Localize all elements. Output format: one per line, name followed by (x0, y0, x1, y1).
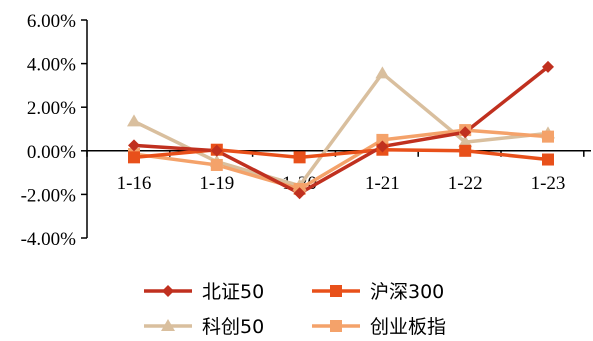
data-point-series-1 (293, 187, 306, 200)
legend-item: 创业板指 (312, 316, 446, 338)
y-tick-label: 2.00% (27, 98, 76, 119)
y-tick-label: 6.00% (27, 11, 76, 32)
legend-item: 科创50 (144, 316, 264, 338)
data-point-series-2 (459, 144, 472, 157)
legend-marker (330, 320, 342, 332)
data-point-series-3 (458, 135, 473, 148)
series-line-4 (133, 128, 549, 191)
x-tick-label: 1-23 (531, 173, 566, 194)
series-lines (133, 65, 550, 196)
x-tick-label: 1-22 (448, 173, 483, 194)
legend-label: 科创50 (202, 316, 264, 338)
y-tick-labels: 6.00% 4.00% 2.00% 0.00% -2.00% -4.00% (21, 11, 77, 250)
y-tick-label: -2.00% (21, 185, 77, 206)
data-point-series-1 (542, 60, 554, 73)
series-line-3 (133, 71, 549, 188)
series-line-1 (133, 65, 550, 196)
x-tick-labels: 1-161-191-201-211-221-23 (117, 173, 566, 194)
y-tick-marks (81, 19, 87, 239)
data-point-series-1 (128, 139, 140, 152)
legend-marker (162, 285, 174, 297)
data-point-series-1 (210, 144, 223, 157)
y-tick-label: 0.00% (27, 142, 76, 163)
data-point-series-1 (376, 140, 389, 153)
data-point-series-4 (376, 133, 389, 146)
y-tick-label: 4.00% (27, 55, 76, 76)
legend-item: 沪深300 (312, 281, 444, 303)
data-point-series-2 (293, 151, 306, 164)
series-markers (127, 60, 555, 200)
data-point-series-4 (542, 130, 554, 143)
y-tick-label: -4.00% (21, 229, 77, 250)
data-point-series-3 (375, 66, 390, 79)
legend-marker (161, 319, 175, 331)
data-point-series-2 (542, 153, 554, 166)
legend-label: 北证50 (202, 281, 264, 303)
legend-label: 创业板指 (370, 316, 446, 338)
legend-item: 北证50 (144, 281, 264, 303)
data-point-series-4 (210, 158, 223, 171)
x-tick-label: 1-16 (117, 173, 152, 194)
data-point-series-1 (459, 126, 472, 139)
x-tick-label: 1-21 (365, 173, 400, 194)
legend-marker (330, 285, 342, 297)
legend: 北证50 沪深300 科创50 创业板指 (144, 281, 446, 338)
data-point-series-3 (127, 114, 141, 127)
data-point-series-2 (128, 151, 140, 164)
x-tick-label: 1-19 (199, 173, 234, 194)
legend-label: 沪深300 (370, 281, 444, 303)
